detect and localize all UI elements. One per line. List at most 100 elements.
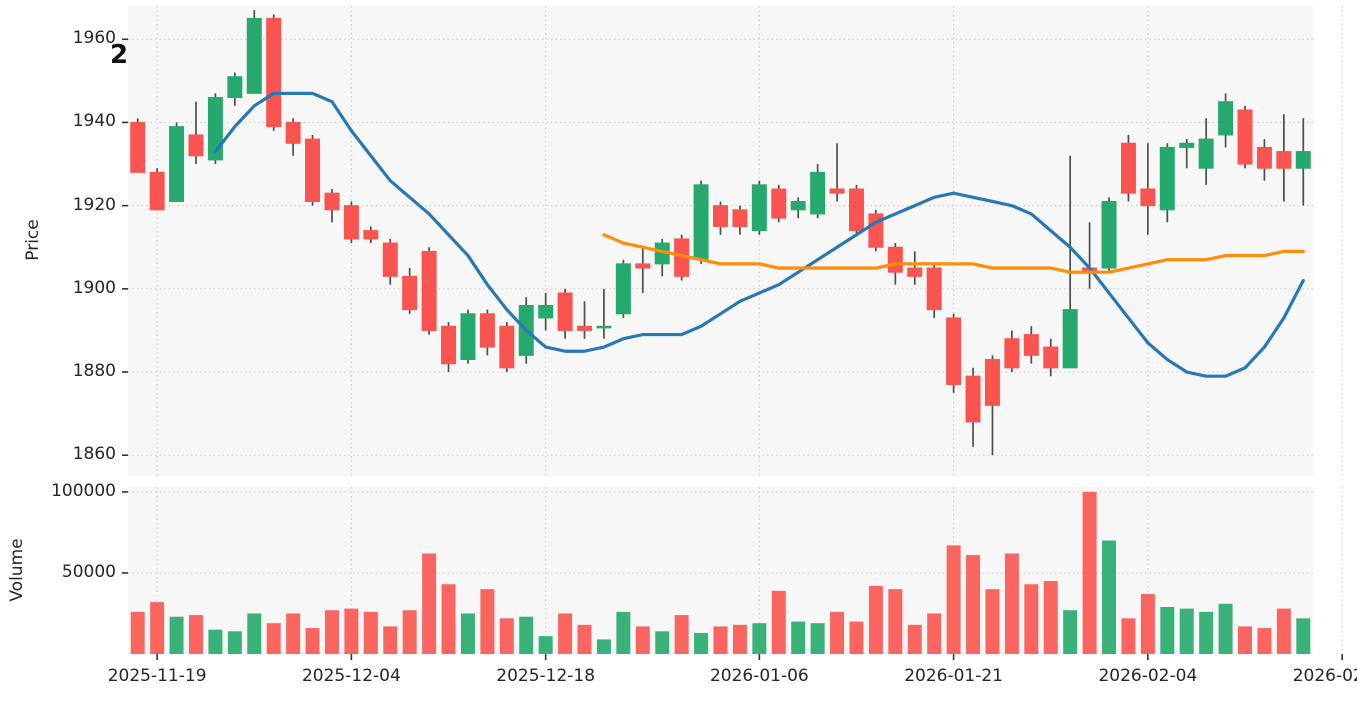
- candle-body: [887, 246, 903, 273]
- volume-bar: [538, 636, 553, 654]
- candle-body: [1295, 151, 1311, 169]
- volume-bar: [907, 624, 922, 654]
- date-tick-label: 2025-12-18: [496, 666, 596, 686]
- volume-bar: [752, 623, 767, 654]
- candle-body: [635, 263, 651, 269]
- candle-body: [907, 267, 923, 277]
- volume-bar: [383, 626, 398, 654]
- candle-body: [1198, 138, 1214, 169]
- candle-body: [557, 292, 573, 331]
- volume-bar: [655, 631, 670, 654]
- candle-body: [693, 184, 709, 261]
- candle-body: [324, 192, 340, 211]
- candlestick-series: [130, 10, 1311, 456]
- candle-body: [848, 188, 864, 232]
- volume-bar: [1024, 584, 1039, 654]
- date-tick-label: 2026-01-21: [904, 666, 1003, 686]
- candle-body: [1023, 334, 1039, 356]
- volume-bar: [791, 621, 806, 654]
- volume-bar: [247, 613, 262, 654]
- volume-bar: [616, 611, 631, 654]
- volume-bar: [694, 632, 709, 654]
- candle-body: [149, 171, 165, 211]
- volume-bar: [188, 615, 203, 654]
- candle-body: [266, 17, 282, 128]
- date-tick-label: 2026-01-06: [709, 666, 809, 686]
- volume-bar: [130, 611, 145, 654]
- candle-body: [926, 267, 942, 311]
- candle-body: [305, 138, 321, 202]
- volume-bar: [966, 555, 981, 654]
- candle-body: [479, 313, 495, 348]
- volume-bar: [402, 610, 417, 654]
- volume-bar: [1102, 540, 1117, 654]
- volume-bar: [227, 631, 242, 654]
- candle-body: [382, 242, 398, 277]
- volume-bar: [441, 584, 456, 654]
- volume-bar: [208, 629, 223, 654]
- candle-body: [1276, 151, 1292, 169]
- candle-body: [1062, 309, 1078, 369]
- volume-bar: [1160, 606, 1175, 654]
- candle-body: [1179, 142, 1195, 148]
- candle-body: [169, 126, 185, 202]
- candle-body: [810, 171, 826, 215]
- volume-bar: [888, 589, 903, 654]
- candle-body: [1120, 142, 1136, 194]
- volume-bar: [849, 621, 864, 654]
- candle-body: [207, 97, 223, 161]
- ma-short-line: [213, 91, 1305, 378]
- candle-body: [538, 304, 554, 319]
- candle-body: [1237, 109, 1253, 165]
- grid-lines: [128, 6, 1343, 654]
- volume-bar: [286, 613, 301, 654]
- volume-tick-label: 50000: [61, 561, 116, 582]
- ma-long-line: [602, 233, 1305, 274]
- volume-bar: [1296, 618, 1311, 654]
- price-tick-label: 1860: [72, 444, 116, 465]
- volume-bar: [596, 639, 611, 654]
- volume-bar: [1063, 610, 1078, 654]
- volume-bar: [266, 623, 281, 654]
- price-tick-label: 1900: [72, 277, 116, 298]
- volume-bar: [519, 616, 534, 654]
- candle-body: [751, 184, 767, 232]
- volume-bar: [577, 624, 592, 654]
- candle-body: [343, 205, 359, 240]
- candle-body: [363, 230, 379, 240]
- candle-body: [713, 205, 728, 227]
- volume-bar: [635, 626, 650, 654]
- candle-body: [1256, 146, 1272, 169]
- date-tick-label: 2026-02-04: [1098, 666, 1198, 686]
- volume-bar: [830, 611, 845, 654]
- volume-bar: [363, 611, 378, 654]
- price-tick-label: 1920: [72, 194, 116, 215]
- volume-bar: [558, 613, 573, 654]
- candle-body: [946, 317, 962, 385]
- candle-body: [829, 188, 845, 194]
- volume-bar: [1218, 603, 1233, 654]
- candle-body: [1101, 200, 1117, 269]
- candle-body: [1043, 346, 1059, 369]
- volume-series: [130, 491, 1311, 654]
- candle-body: [1004, 338, 1020, 369]
- volume-bar: [1121, 618, 1136, 654]
- candle-body: [246, 17, 262, 94]
- volume-bar: [150, 602, 165, 654]
- candle-body: [596, 325, 612, 329]
- volume-bar: [985, 589, 1000, 654]
- candle-body: [441, 325, 457, 365]
- candle-body: [421, 250, 437, 331]
- candle-body: [1140, 188, 1156, 207]
- volume-bar: [771, 590, 786, 654]
- volume-bar: [1004, 553, 1019, 654]
- volume-bar: [946, 545, 961, 654]
- volume-bar: [1257, 628, 1272, 654]
- price-tick-label: 1960: [72, 28, 116, 49]
- candle-body: [771, 188, 787, 219]
- candle-body: [227, 76, 243, 99]
- volume-bar: [1238, 626, 1253, 654]
- candle-body: [402, 275, 418, 311]
- volume-bar: [344, 608, 359, 654]
